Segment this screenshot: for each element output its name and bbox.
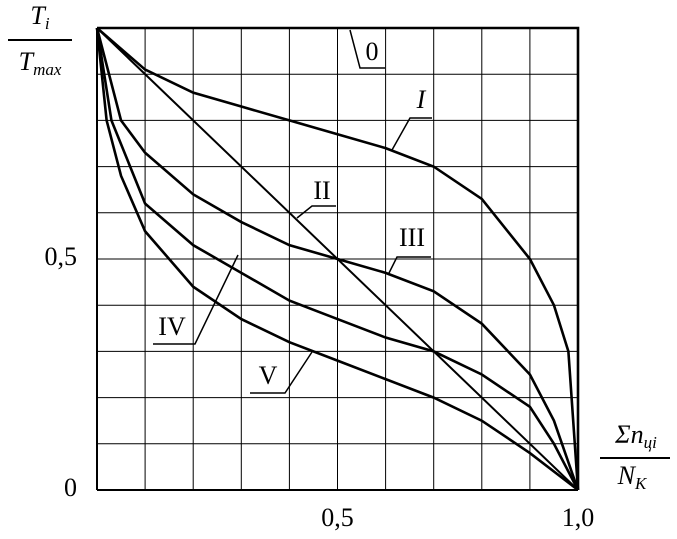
curve xyxy=(95,27,580,491)
curve-label: I xyxy=(416,85,427,114)
leader-line xyxy=(250,351,313,394)
leader-line xyxy=(296,205,336,219)
x-label-top-sub: цi xyxy=(644,433,658,452)
y-label-bottom: Tmax xyxy=(19,47,62,79)
y-label-top-sub: i xyxy=(45,14,50,33)
leader-line xyxy=(349,29,385,69)
leader-line xyxy=(387,256,431,276)
y-tick-label: 0 xyxy=(64,473,77,502)
curve xyxy=(95,27,580,491)
curve xyxy=(95,27,579,492)
y-label-top-main: T xyxy=(30,1,46,30)
x-label-top: Σnцi xyxy=(614,420,657,452)
leader-line xyxy=(153,254,239,345)
curve-label: V xyxy=(259,361,278,390)
y-label-bottom-sub: max xyxy=(33,60,62,79)
x-label-bottom-main: N xyxy=(617,461,637,490)
x-tick-label: 1,0 xyxy=(562,503,595,532)
curve-label: 0 xyxy=(366,37,379,66)
x-label-bottom: NK xyxy=(617,461,648,493)
curve xyxy=(96,27,580,491)
curve-label: IV xyxy=(158,312,186,341)
x-tick-label: 0,5 xyxy=(321,503,354,532)
curve xyxy=(97,26,580,490)
y-tick-label: 0,5 xyxy=(45,242,78,271)
curve-label: II xyxy=(313,176,330,205)
x-label-top-main: Σn xyxy=(614,420,643,449)
y-label-bottom-main: T xyxy=(19,47,35,76)
x-label-bottom-sub: K xyxy=(634,474,648,493)
leader-line xyxy=(391,117,432,151)
y-label-top: Ti xyxy=(30,1,49,33)
curve-label: III xyxy=(399,223,425,252)
